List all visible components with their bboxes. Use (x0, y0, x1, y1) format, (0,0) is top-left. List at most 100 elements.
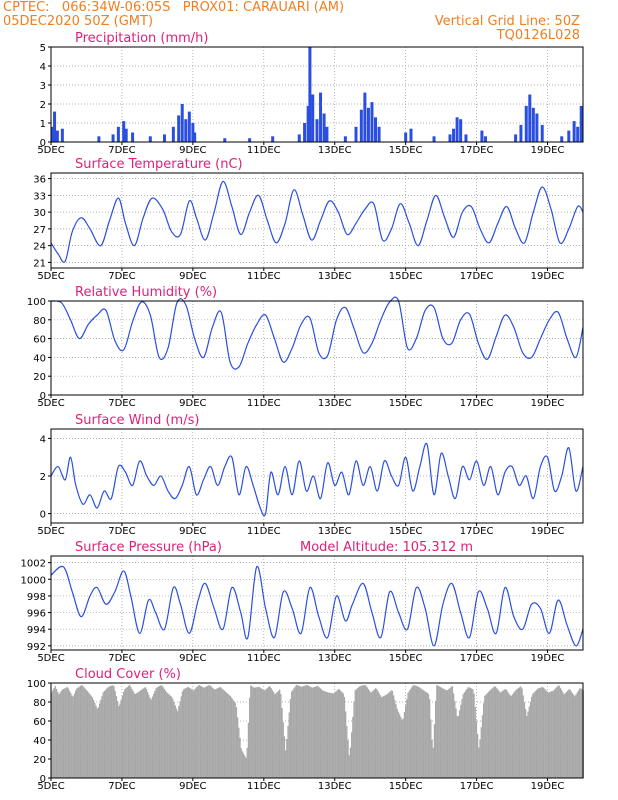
precip-bar (519, 124, 523, 142)
cloud-cover-bar (461, 699, 463, 778)
x-tick-label: 15DEC (389, 781, 423, 792)
precip-bar (404, 132, 408, 142)
cloud-cover-bar (507, 691, 509, 778)
cloud-cover-bar (69, 690, 71, 778)
cloud-cover-bar (531, 696, 533, 778)
cloud-cover-bar (432, 747, 434, 778)
y-tick-label: 994 (27, 625, 46, 636)
cloud-cover-bar (189, 687, 191, 778)
cloud-cover-bar (102, 692, 104, 778)
precip-bar (325, 126, 329, 142)
plot-frame (50, 300, 584, 396)
cloud-cover-bar (559, 687, 562, 778)
cloud-cover-bar (412, 685, 414, 778)
cloud-cover-bar (514, 691, 516, 778)
y-tick-label: 1000 (21, 575, 46, 586)
cloud-cover-bar (469, 687, 472, 778)
cloud-cover-bar (162, 687, 164, 778)
x-tick-label: 9DEC (179, 145, 206, 156)
cloud-cover-bar (484, 695, 486, 778)
cloud-cover-bar (449, 687, 451, 778)
precip-bar (343, 136, 347, 142)
cloud-cover-bar (465, 690, 467, 778)
cloud-cover-bar (88, 692, 90, 778)
cloud-cover-bar (547, 692, 550, 778)
cloud-cover-bar (555, 688, 557, 778)
cloud-cover-bar (52, 690, 54, 778)
cloud-cover-bar (282, 722, 284, 778)
cloud-cover-bar (202, 687, 204, 778)
cloud-cover-bar (532, 693, 534, 778)
cloud-cover-bar (275, 693, 277, 778)
precip-bar (464, 134, 468, 142)
cloud-cover-bar (333, 693, 335, 778)
x-tick-label: 7DEC (108, 526, 135, 537)
cloud-cover-bar (222, 689, 224, 778)
cloud-cover-bar (321, 689, 323, 778)
cloud-cover-bar (195, 688, 197, 778)
cloud-cover-bar (223, 690, 226, 778)
cloud-cover-bar (132, 691, 134, 778)
cloud-cover-bar (109, 686, 112, 778)
cloud-cover-bar (329, 692, 331, 778)
cloud-cover-bar (323, 690, 325, 778)
cloud-cover-bar (435, 700, 437, 778)
cloud-cover-bar (541, 686, 544, 778)
y-tick-label: 100 (27, 679, 46, 690)
precip-bar (531, 107, 535, 142)
cloud-cover-bar (503, 689, 505, 778)
cloud-cover-bar (239, 737, 241, 778)
cloud-cover-bar (199, 685, 202, 778)
cloud-cover-bar (501, 691, 503, 778)
x-tick-label: 7DEC (108, 145, 135, 156)
cloud-cover-bar (504, 688, 506, 778)
cloud-cover-bar (402, 718, 404, 778)
plot-frame (50, 682, 584, 779)
cloud-cover-bar (423, 690, 425, 778)
cloud-cover-bar (340, 690, 342, 778)
precip-bar (409, 128, 413, 142)
cloud-cover-bar (549, 691, 551, 778)
cloud-cover-bar (53, 688, 55, 778)
cloud-cover-bar (159, 685, 161, 778)
cloud-cover-bar (393, 695, 395, 778)
cloud-cover-bar (453, 693, 455, 778)
cloud-cover-bar (234, 702, 236, 778)
cloud-cover-bar (277, 690, 280, 778)
cloud-cover-bar (286, 739, 288, 778)
precip-bar (459, 119, 463, 142)
precip-bar (524, 105, 528, 142)
cloud-cover-bar (124, 689, 126, 778)
cloud-cover-bar (181, 691, 184, 778)
cloud-cover-bar (381, 697, 383, 778)
precip-bar (111, 134, 115, 142)
cloud-cover-bar (256, 687, 258, 778)
cloud-cover-bar (337, 689, 340, 778)
cloud-cover-bar (125, 688, 127, 778)
cloud-cover-bar (369, 690, 371, 778)
cloud-cover-bar (311, 687, 313, 778)
x-tick-label: 11DEC (247, 398, 281, 409)
cloud-cover-bar (562, 692, 564, 778)
cloud-cover-bar (143, 687, 145, 778)
cloud-cover-bar (529, 701, 532, 778)
precip-bar (359, 109, 363, 142)
cloud-cover-bar (123, 691, 125, 778)
cloud-cover-bar (471, 688, 473, 778)
cloud-cover-bar (341, 692, 343, 778)
x-tick-label: 19DEC (531, 526, 565, 537)
cloud-cover-bar (186, 687, 188, 778)
y-tick-label: 1002 (21, 559, 46, 570)
panel-title: Precipitation (mm/h) (75, 31, 208, 46)
cloud-cover-bar (192, 690, 194, 778)
cloud-cover-bar (63, 688, 65, 778)
cloud-cover-bar (463, 692, 466, 778)
cloud-cover-bar (258, 686, 260, 778)
cloud-cover-bar (174, 705, 176, 778)
cloud-cover-bar (399, 714, 401, 778)
cloud-cover-bar (231, 697, 233, 778)
cloud-cover-bar (454, 701, 456, 778)
cloud-cover-bar (473, 693, 475, 778)
cloud-cover-bar (361, 685, 364, 778)
cloud-cover-bar (405, 705, 407, 778)
